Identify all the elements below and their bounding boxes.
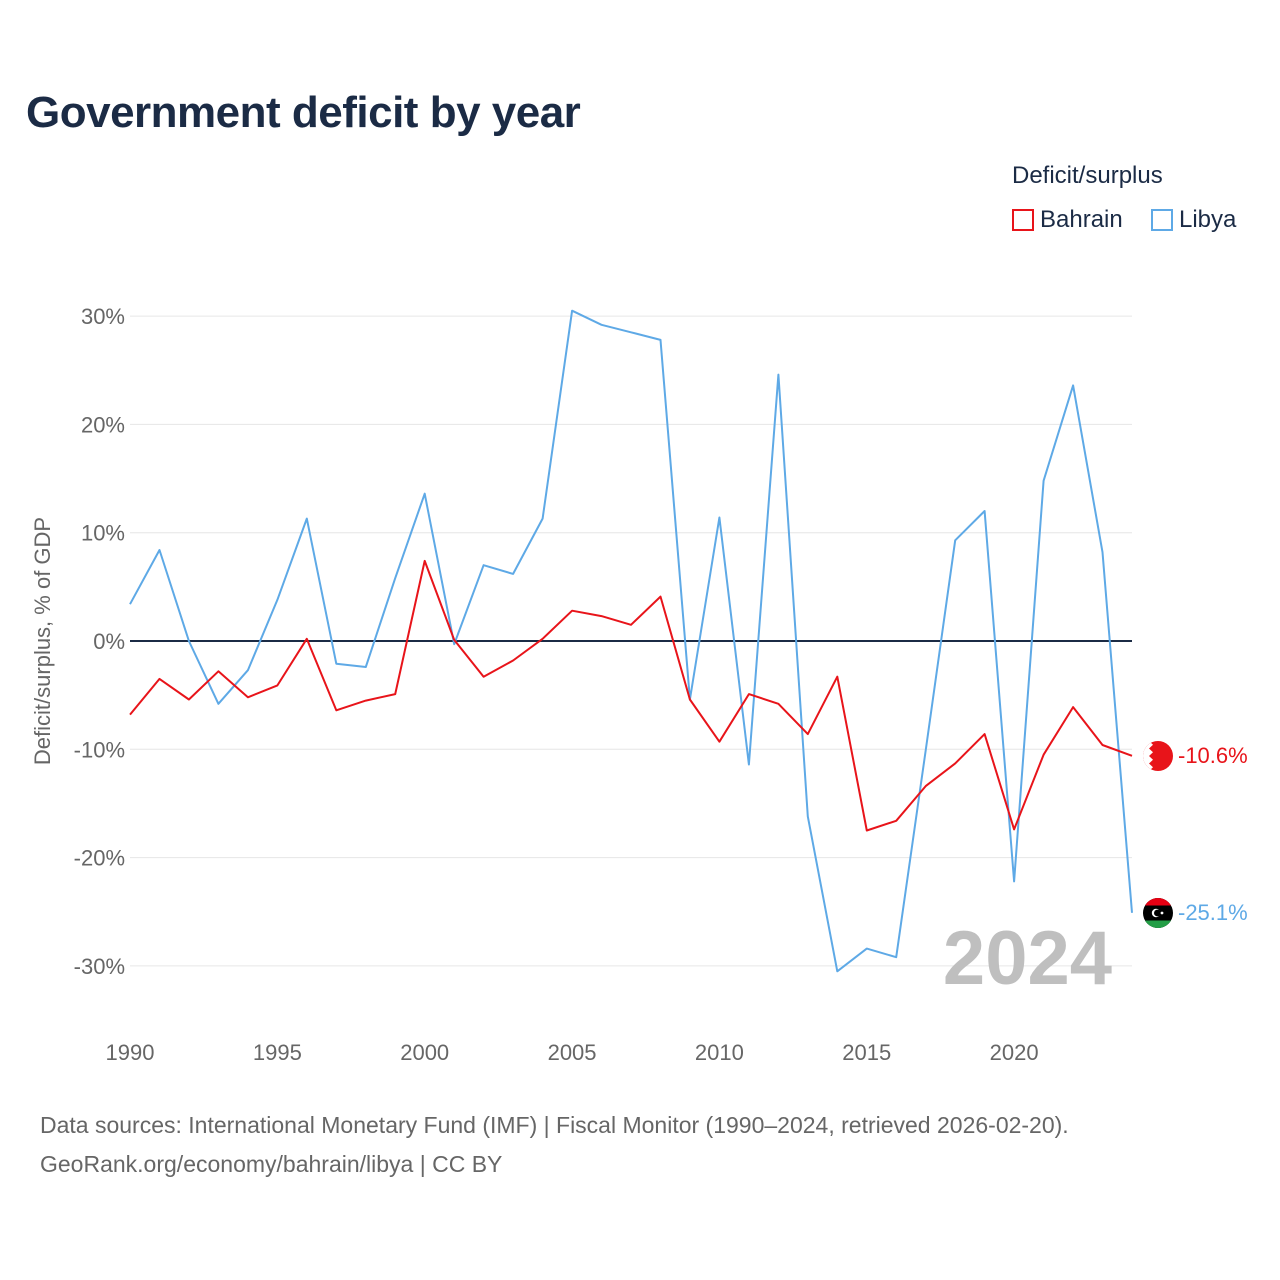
legend-item-bahrain[interactable]: Bahrain <box>1012 205 1123 235</box>
x-tick-label: 2000 <box>400 1040 449 1065</box>
x-tick-label: 2010 <box>695 1040 744 1065</box>
y-tick-label: -20% <box>74 846 125 871</box>
footer-sources: Data sources: International Monetary Fun… <box>40 1112 1069 1138</box>
legend-label-bahrain: Bahrain <box>1040 206 1123 233</box>
x-tick-label: 1990 <box>106 1040 155 1065</box>
end-label-libya: -25.1% <box>1178 900 1248 925</box>
y-tick-label: 30% <box>81 304 125 329</box>
x-tick-label: 2005 <box>548 1040 597 1065</box>
x-tick-label: 2015 <box>842 1040 891 1065</box>
legend-label-libya: Libya <box>1179 206 1237 233</box>
y-tick-label: 0% <box>93 629 125 654</box>
y-axis-ticks: 30% 20% 10% 0% -10% -20% -30% <box>74 304 125 979</box>
x-tick-label: 1995 <box>253 1040 302 1065</box>
x-axis-ticks: 1990 1995 2000 2005 2010 2015 2020 <box>106 1040 1039 1065</box>
series-lines <box>129 309 1133 973</box>
chart-title: Government deficit by year <box>26 88 581 137</box>
y-tick-label: -30% <box>74 954 125 979</box>
y-tick-label: -10% <box>74 737 125 762</box>
y-axis-title: Deficit/surplus, % of GDP <box>30 517 55 765</box>
bahrain-flag-icon <box>1143 741 1173 771</box>
footer: Data sources: International Monetary Fun… <box>40 1106 1069 1184</box>
gridlines <box>130 315 1132 967</box>
footer-link[interactable]: GeoRank.org/economy/bahrain/libya | CC B… <box>40 1151 503 1177</box>
series-line-libya[interactable] <box>129 309 1133 973</box>
y-tick-label: 10% <box>81 521 125 546</box>
legend-title: Deficit/surplus <box>1012 162 1163 189</box>
legend-item-libya[interactable]: Libya <box>1151 205 1236 235</box>
libya-flag-icon <box>1143 898 1173 928</box>
series-line-bahrain[interactable] <box>129 559 1133 832</box>
y-tick-label: 20% <box>81 412 125 437</box>
end-label-bahrain: -10.6% <box>1178 743 1248 768</box>
legend-swatch-libya <box>1151 209 1173 231</box>
legend-swatch-bahrain <box>1012 209 1034 231</box>
year-watermark: 2024 <box>943 916 1112 1001</box>
x-tick-label: 2020 <box>990 1040 1039 1065</box>
line-chart: 30% 20% 10% 0% -10% -20% -30% 1990 1995 2000 2005… <box>30 304 1248 1065</box>
